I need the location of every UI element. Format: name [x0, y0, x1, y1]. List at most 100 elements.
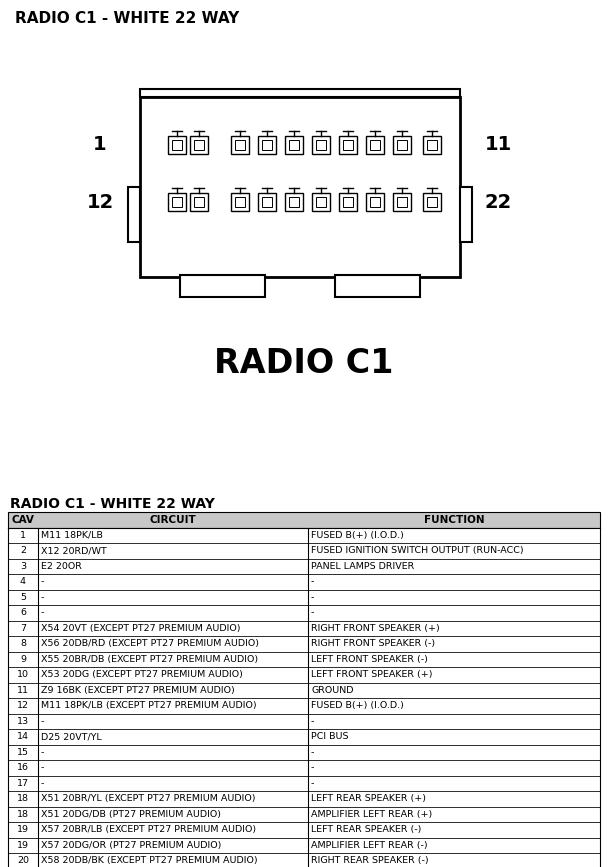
- Text: -: -: [311, 609, 314, 617]
- Text: X51 20BR/YL (EXCEPT PT27 PREMIUM AUDIO): X51 20BR/YL (EXCEPT PT27 PREMIUM AUDIO): [41, 794, 256, 803]
- Text: M11 18PK/LB: M11 18PK/LB: [41, 531, 103, 540]
- Bar: [8, 775, 600, 791]
- Text: 19: 19: [17, 841, 29, 850]
- Bar: [8, 574, 600, 590]
- Text: RIGHT FRONT SPEAKER (-): RIGHT FRONT SPEAKER (-): [311, 639, 435, 649]
- Text: RADIO C1 - WHITE 22 WAY: RADIO C1 - WHITE 22 WAY: [15, 11, 239, 26]
- Text: LEFT FRONT SPEAKER (-): LEFT FRONT SPEAKER (-): [311, 655, 428, 664]
- Text: 16: 16: [17, 763, 29, 772]
- Bar: [316, 198, 326, 206]
- Bar: [8, 651, 600, 667]
- Text: 19: 19: [17, 825, 29, 834]
- Bar: [8, 590, 600, 605]
- Text: LEFT REAR SPEAKER (-): LEFT REAR SPEAKER (-): [311, 825, 421, 834]
- Bar: [8, 667, 600, 682]
- Text: 8: 8: [20, 639, 26, 649]
- Bar: [8, 760, 600, 775]
- Bar: [258, 193, 276, 211]
- Text: AMPLIFIER LEFT REAR (-): AMPLIFIER LEFT REAR (-): [311, 841, 428, 850]
- Bar: [190, 136, 208, 154]
- Text: -: -: [41, 593, 44, 602]
- Bar: [8, 806, 600, 822]
- Bar: [8, 698, 600, 714]
- Text: Z9 16BK (EXCEPT PT27 PREMIUM AUDIO): Z9 16BK (EXCEPT PT27 PREMIUM AUDIO): [41, 686, 234, 694]
- Bar: [393, 136, 411, 154]
- Bar: [285, 193, 303, 211]
- Text: 13: 13: [17, 717, 29, 726]
- Bar: [8, 682, 600, 698]
- Text: 20: 20: [17, 857, 29, 865]
- Text: GROUND: GROUND: [311, 686, 353, 694]
- Bar: [194, 140, 203, 150]
- Text: X55 20BR/DB (EXCEPT PT27 PREMIUM AUDIO): X55 20BR/DB (EXCEPT PT27 PREMIUM AUDIO): [41, 655, 258, 664]
- Bar: [397, 198, 407, 206]
- Text: 5: 5: [20, 593, 26, 602]
- Text: -: -: [311, 763, 314, 772]
- Bar: [231, 136, 249, 154]
- Bar: [289, 198, 298, 206]
- Text: -: -: [41, 717, 44, 726]
- Text: 22: 22: [484, 192, 512, 212]
- Text: LEFT REAR SPEAKER (+): LEFT REAR SPEAKER (+): [311, 794, 426, 803]
- Bar: [428, 140, 437, 150]
- Text: 10: 10: [17, 670, 29, 679]
- Text: CAV: CAV: [12, 515, 35, 525]
- Bar: [128, 187, 140, 242]
- Text: RADIO C1: RADIO C1: [214, 347, 393, 380]
- Bar: [423, 193, 441, 211]
- Text: X12 20RD/WT: X12 20RD/WT: [41, 546, 107, 555]
- Text: -: -: [41, 779, 44, 788]
- Bar: [289, 140, 298, 150]
- Text: M11 18PK/LB (EXCEPT PT27 PREMIUM AUDIO): M11 18PK/LB (EXCEPT PT27 PREMIUM AUDIO): [41, 701, 256, 710]
- Bar: [460, 187, 472, 242]
- Text: RIGHT FRONT SPEAKER (+): RIGHT FRONT SPEAKER (+): [311, 623, 440, 633]
- Bar: [140, 97, 460, 277]
- Bar: [423, 136, 441, 154]
- Bar: [235, 198, 245, 206]
- Text: -: -: [311, 747, 314, 757]
- Text: 3: 3: [20, 562, 26, 570]
- Text: X53 20DG (EXCEPT PT27 PREMIUM AUDIO): X53 20DG (EXCEPT PT27 PREMIUM AUDIO): [41, 670, 243, 679]
- Text: -: -: [311, 717, 314, 726]
- Bar: [285, 136, 303, 154]
- Bar: [8, 512, 600, 527]
- Bar: [370, 140, 379, 150]
- Bar: [8, 745, 600, 760]
- Bar: [312, 193, 330, 211]
- Text: PCI BUS: PCI BUS: [311, 733, 348, 741]
- Text: 6: 6: [20, 609, 26, 617]
- Text: -: -: [311, 779, 314, 788]
- Bar: [168, 136, 186, 154]
- Text: -: -: [41, 609, 44, 617]
- Bar: [8, 621, 600, 636]
- Text: RADIO C1 - WHITE 22 WAY: RADIO C1 - WHITE 22 WAY: [10, 497, 215, 511]
- Bar: [8, 729, 600, 745]
- Text: RIGHT REAR SPEAKER (-): RIGHT REAR SPEAKER (-): [311, 857, 429, 865]
- Bar: [370, 198, 379, 206]
- Bar: [258, 136, 276, 154]
- Text: 17: 17: [17, 779, 29, 788]
- Text: 1: 1: [93, 135, 107, 154]
- Text: FUSED B(+) (I.O.D.): FUSED B(+) (I.O.D.): [311, 701, 404, 710]
- Bar: [343, 198, 353, 206]
- Text: 7: 7: [20, 623, 26, 633]
- Bar: [335, 275, 420, 297]
- Bar: [172, 140, 181, 150]
- Text: X57 20DG/OR (PT27 PREMIUM AUDIO): X57 20DG/OR (PT27 PREMIUM AUDIO): [41, 841, 222, 850]
- Bar: [168, 193, 186, 211]
- Bar: [366, 136, 384, 154]
- Bar: [262, 198, 272, 206]
- Text: 9: 9: [20, 655, 26, 664]
- Text: X54 20VT (EXCEPT PT27 PREMIUM AUDIO): X54 20VT (EXCEPT PT27 PREMIUM AUDIO): [41, 623, 241, 633]
- Bar: [428, 198, 437, 206]
- Bar: [140, 89, 460, 97]
- Text: 18: 18: [17, 794, 29, 803]
- Bar: [8, 636, 600, 651]
- Bar: [262, 140, 272, 150]
- Bar: [316, 140, 326, 150]
- Text: 14: 14: [17, 733, 29, 741]
- Text: FUNCTION: FUNCTION: [424, 515, 484, 525]
- Bar: [8, 822, 600, 838]
- Text: 15: 15: [17, 747, 29, 757]
- Text: PANEL LAMPS DRIVER: PANEL LAMPS DRIVER: [311, 562, 414, 570]
